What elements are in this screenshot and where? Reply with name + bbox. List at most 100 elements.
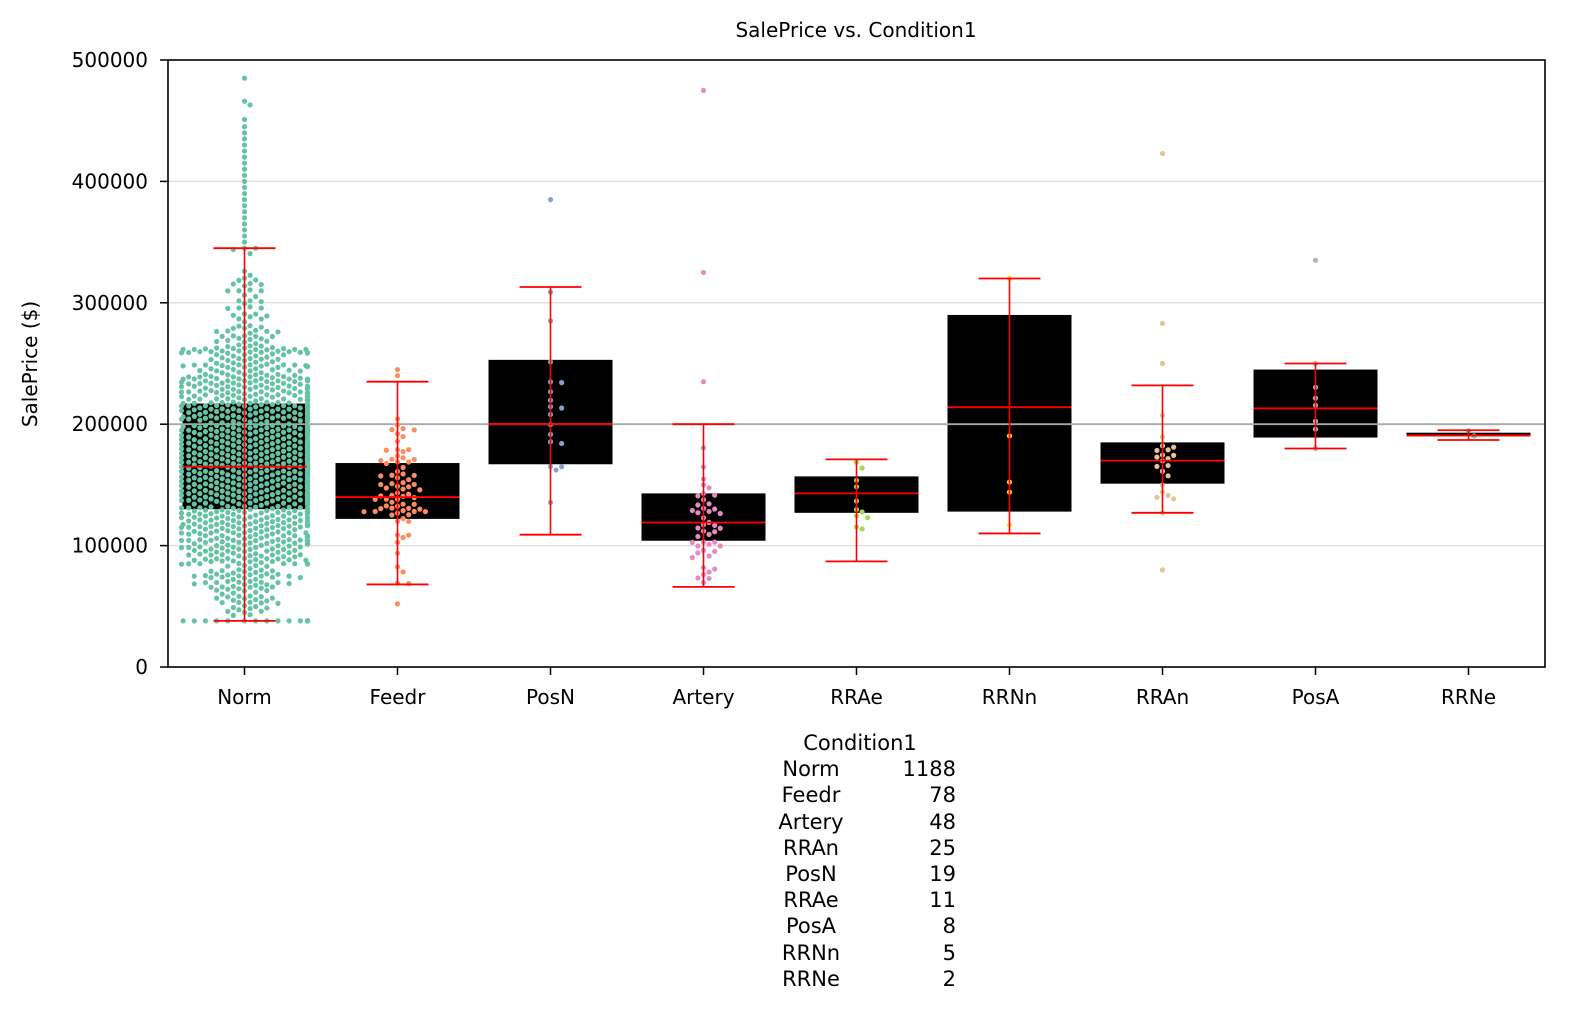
data-point xyxy=(417,487,423,493)
data-point xyxy=(304,541,311,547)
x-tick-label: RRNe xyxy=(1441,685,1496,709)
counts-row: Feedr 78 xyxy=(700,782,1020,808)
data-point xyxy=(258,476,264,482)
data-point xyxy=(230,537,236,543)
data-point xyxy=(225,328,231,334)
data-point xyxy=(202,487,209,493)
data-point xyxy=(202,548,209,554)
data-point xyxy=(389,505,395,511)
data-point xyxy=(202,533,209,539)
data-point xyxy=(286,504,292,510)
data-point xyxy=(214,434,220,441)
data-point xyxy=(202,392,209,398)
data-point xyxy=(236,546,242,552)
data-point xyxy=(202,403,209,409)
data-point xyxy=(247,444,253,450)
data-point xyxy=(219,413,225,419)
data-point xyxy=(286,470,292,477)
data-point xyxy=(286,557,292,563)
data-point xyxy=(241,166,248,172)
data-point xyxy=(208,552,214,558)
data-point xyxy=(275,371,281,378)
data-point xyxy=(258,408,264,414)
data-point xyxy=(236,494,242,500)
data-point xyxy=(297,349,303,355)
data-point xyxy=(280,533,287,539)
data-point xyxy=(258,600,264,606)
x-tick-label: RRAn xyxy=(1136,685,1189,709)
data-point xyxy=(247,578,253,584)
data-point xyxy=(186,561,192,567)
data-point xyxy=(264,527,270,533)
data-point xyxy=(253,436,259,442)
data-point xyxy=(208,366,214,372)
data-point xyxy=(253,448,259,454)
data-point xyxy=(186,505,192,511)
data-point xyxy=(241,233,248,239)
data-point xyxy=(247,612,253,618)
data-point xyxy=(247,251,253,257)
data-point xyxy=(286,497,292,503)
data-point xyxy=(275,438,281,445)
data-point xyxy=(208,574,214,581)
data-point xyxy=(208,504,214,510)
data-point xyxy=(219,380,225,386)
data-point xyxy=(247,406,253,412)
data-point xyxy=(275,523,281,529)
data-point xyxy=(258,324,264,330)
data-point xyxy=(178,459,185,465)
data-point xyxy=(297,426,303,432)
data-point xyxy=(247,534,253,540)
data-point xyxy=(214,408,220,415)
data-point xyxy=(247,393,253,399)
data-point xyxy=(208,546,214,552)
data-point xyxy=(208,451,214,457)
data-point xyxy=(417,506,423,512)
data-point xyxy=(214,360,220,366)
data-point xyxy=(202,539,209,546)
data-point xyxy=(186,459,192,465)
data-point xyxy=(280,373,287,380)
data-point xyxy=(292,481,298,487)
data-point xyxy=(202,409,209,415)
data-point xyxy=(230,511,236,517)
data-point xyxy=(264,361,270,367)
data-point xyxy=(264,500,270,506)
data-point xyxy=(297,418,303,424)
data-point xyxy=(258,288,264,294)
data-point xyxy=(258,594,264,600)
data-point xyxy=(258,349,264,355)
data-point xyxy=(236,586,242,592)
data-point xyxy=(258,495,264,502)
data-point xyxy=(269,387,275,393)
data-point xyxy=(225,396,231,402)
data-point xyxy=(208,476,214,483)
data-point xyxy=(275,399,281,406)
data-point xyxy=(689,539,695,545)
data-point xyxy=(191,407,197,413)
data-point xyxy=(292,508,298,514)
data-point xyxy=(264,328,270,334)
data-point xyxy=(208,445,214,451)
data-point xyxy=(230,530,236,536)
data-point xyxy=(269,381,275,387)
data-point xyxy=(236,277,242,283)
data-point xyxy=(230,281,236,287)
data-point xyxy=(378,457,384,464)
data-point xyxy=(269,408,275,414)
data-point xyxy=(304,515,311,521)
data-point xyxy=(241,190,248,197)
y-tick-label: 0 xyxy=(135,655,148,679)
data-point xyxy=(253,294,259,300)
data-point xyxy=(275,348,281,354)
y-tick-label: 400000 xyxy=(72,169,148,193)
data-point xyxy=(236,298,242,304)
data-point xyxy=(178,483,185,489)
data-point xyxy=(280,494,287,500)
data-point xyxy=(241,75,248,81)
data-point xyxy=(236,433,242,439)
data-point xyxy=(400,486,406,492)
data-point xyxy=(280,415,287,421)
data-point xyxy=(275,406,281,412)
data-point xyxy=(219,591,225,597)
